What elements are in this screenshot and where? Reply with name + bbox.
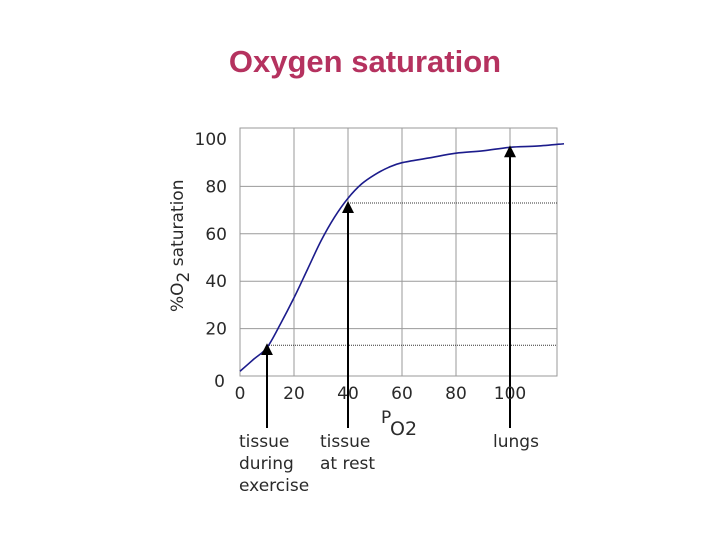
- curve-layer: [239, 142, 565, 372]
- annotation-label: at rest: [320, 454, 375, 474]
- grid: [239, 127, 558, 377]
- arrows: [261, 145, 516, 428]
- y-tick-label: 0: [214, 372, 225, 392]
- saturation-curve: [239, 142, 565, 372]
- plot-frame: [239, 127, 558, 377]
- reference-lines: [267, 202, 557, 346]
- y-axis-label: %O2 saturation: [168, 180, 194, 312]
- x-tick-label: 100: [494, 384, 526, 404]
- annotation-label: lungs: [493, 432, 539, 452]
- y-tick-label: 100: [195, 130, 227, 150]
- x-tick-label: 80: [445, 384, 467, 404]
- x-tick-label: 20: [283, 384, 305, 404]
- x-axis-label: PO2: [381, 408, 417, 440]
- slide-title: Oxygen saturation: [228, 44, 502, 79]
- y-tick-label: 40: [205, 272, 227, 292]
- axis-labels: %O2 saturation PO2: [168, 180, 417, 440]
- annotation-label: during: [239, 454, 294, 474]
- tick-labels: 0 20 40 60 80 100 0 20 40 60 80 100: [195, 130, 527, 404]
- x-tick-label: 0: [235, 384, 246, 404]
- x-tick-label: 60: [391, 384, 413, 404]
- y-tick-label: 20: [205, 320, 227, 340]
- y-tick-label: 60: [205, 225, 227, 245]
- annotation-label: tissue: [320, 432, 370, 452]
- x-tick-label: 40: [337, 384, 359, 404]
- annotation-label: tissue: [239, 432, 289, 452]
- y-tick-label: 80: [205, 177, 227, 197]
- annotation-label: exercise: [239, 476, 309, 496]
